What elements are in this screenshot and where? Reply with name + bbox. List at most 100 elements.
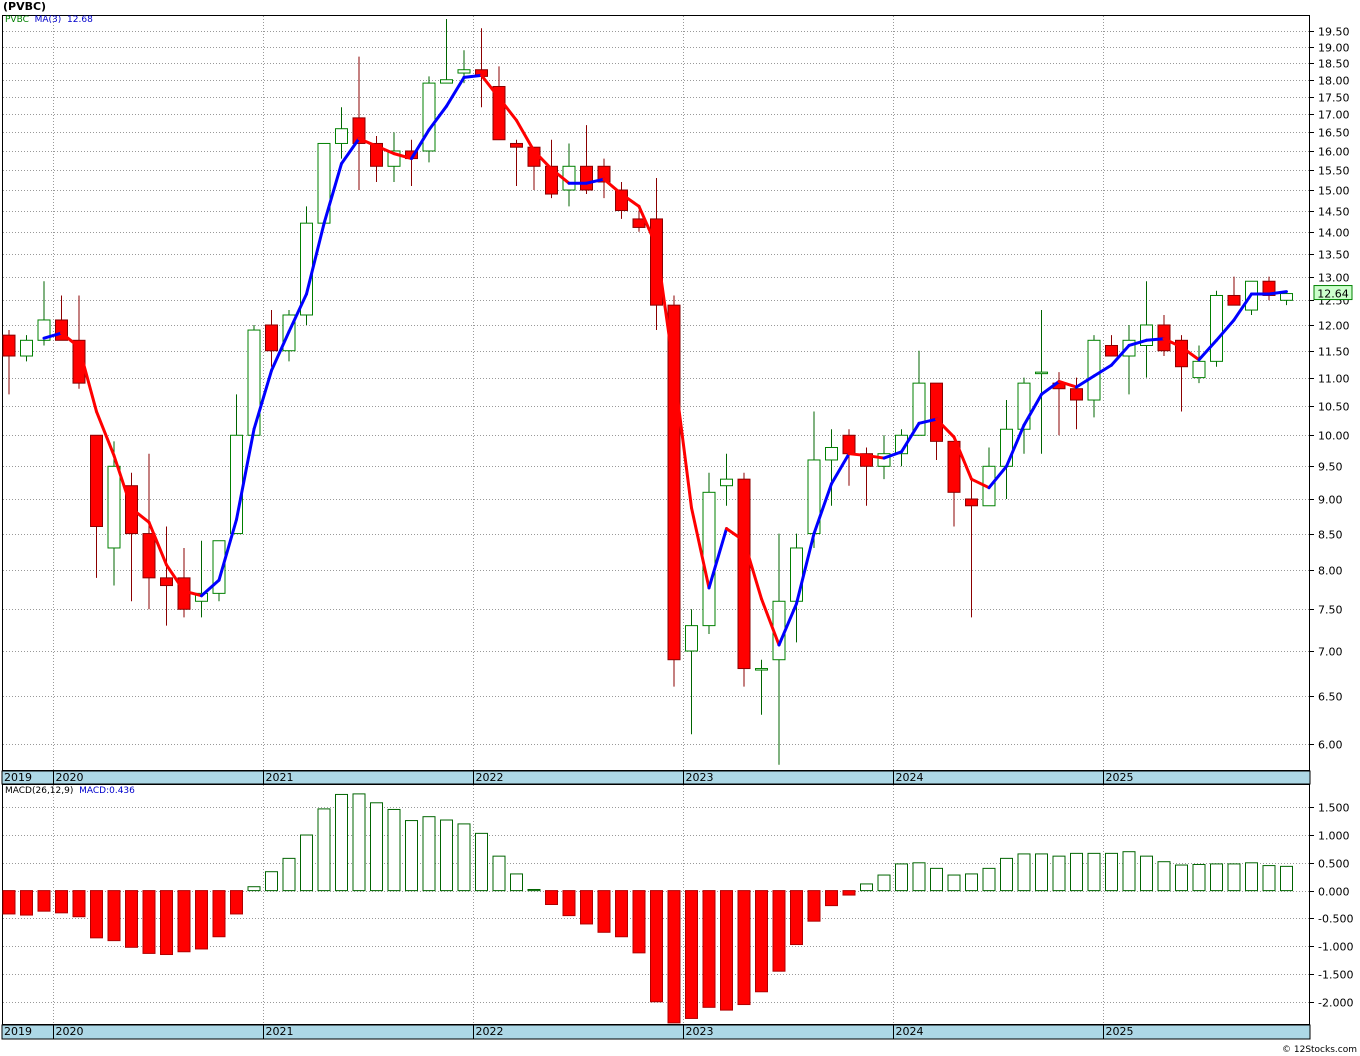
macd-value: MACD:0.436	[79, 786, 135, 796]
macd-bar	[125, 890, 138, 948]
candle	[300, 206, 313, 325]
price-tick-label: 17.00	[1318, 109, 1350, 122]
ma3-segment	[60, 331, 81, 349]
candle	[265, 310, 278, 367]
candle-body	[720, 478, 733, 487]
ma3-segment	[1232, 292, 1253, 322]
macd-bar	[37, 890, 51, 912]
ma3-segment	[462, 73, 483, 79]
macd-bar	[912, 862, 926, 892]
macd-year-label: 2021	[266, 1025, 294, 1038]
candle-body	[737, 478, 751, 670]
ma3-segment	[130, 506, 151, 524]
price-tick-label: 6.00	[1318, 739, 1343, 752]
candle-body	[580, 165, 593, 191]
ma3-segment	[882, 450, 903, 460]
macd-bar	[352, 793, 366, 892]
ma3-segment	[830, 452, 851, 486]
candle	[370, 136, 383, 183]
ma3-segment	[672, 369, 693, 510]
macd-year-label: 2019	[4, 1025, 32, 1038]
macd-tick-label: -1.000	[1318, 941, 1353, 954]
macd-bar	[755, 890, 768, 993]
candle	[510, 139, 523, 186]
ma3-segment	[1040, 379, 1061, 396]
macd-bar	[1122, 851, 1136, 892]
macd-y-axis: -2.000 -1.500 -1.000 -0.500 0.000 0.500 1.000 1…	[1309, 802, 1353, 1010]
ma-legend: MA(3)	[34, 15, 62, 25]
price-tick-label: 7.00	[1318, 646, 1343, 659]
macd-bar	[160, 890, 173, 956]
credit-text: © 12Stocks.com	[1282, 1045, 1357, 1055]
ma3-segment	[917, 417, 938, 425]
candle	[615, 182, 628, 219]
candle	[440, 19, 453, 84]
candle-body	[790, 547, 803, 602]
ma3-segment	[795, 532, 816, 606]
candle-body	[352, 117, 366, 144]
ma3-segment	[532, 149, 553, 171]
candle-body	[142, 533, 156, 579]
candle-body	[1087, 339, 1101, 401]
candle	[702, 472, 716, 634]
price-tick-label: 9.00	[1318, 494, 1343, 507]
last-price-tag: 12.64	[1313, 285, 1353, 301]
price-tick-label: 17.50	[1318, 92, 1350, 105]
ma3-segment	[480, 73, 501, 100]
ma3-segment	[410, 128, 431, 161]
price-gridlines	[3, 16, 1309, 770]
candle-body	[1210, 294, 1223, 362]
candle	[387, 132, 401, 183]
candle-body	[842, 434, 856, 455]
ma3-segment	[1267, 290, 1288, 296]
price-tick-label: 11.50	[1318, 346, 1350, 359]
candle-body	[335, 128, 348, 144]
macd-bar	[615, 890, 628, 938]
macd-x-axis: 2019 2020 2021 2022 2023 2024 2025	[4, 1025, 1134, 1039]
macd-bar	[807, 890, 821, 922]
candle	[405, 139, 418, 186]
macd-bar	[1157, 861, 1171, 892]
macd-bar	[405, 820, 418, 892]
ma3-segment	[1057, 379, 1078, 389]
macd-bar	[1140, 855, 1153, 892]
macd-bar	[1175, 864, 1188, 892]
macd-bar	[90, 890, 103, 939]
chart-title: (PVBC)	[3, 0, 47, 13]
candle-body	[72, 339, 86, 384]
macd-bar	[55, 890, 68, 914]
ma3-segment	[602, 177, 623, 196]
price-tick-label: 6.50	[1318, 691, 1343, 704]
candle-body	[212, 540, 226, 594]
macd-legend-label: MACD(26,12,9)	[5, 786, 74, 796]
candle-body	[90, 434, 103, 527]
candle-body	[1192, 360, 1206, 379]
candle-body	[1035, 371, 1048, 375]
macd-bar	[1052, 855, 1066, 892]
ma3-segment	[340, 137, 361, 166]
ma3-segment	[1092, 363, 1113, 378]
macd-bar	[107, 890, 121, 942]
macd-bar	[737, 890, 751, 1006]
candle	[2, 330, 16, 395]
price-tick-label: 8.00	[1318, 565, 1343, 578]
candle-body	[160, 577, 173, 587]
candle-body	[1280, 293, 1293, 301]
macd-bar	[895, 863, 908, 892]
macd-bar	[247, 886, 261, 892]
candle-body	[457, 69, 471, 74]
ma3-segment	[847, 452, 868, 458]
ma3-segment	[690, 506, 711, 590]
macd-bar	[1227, 863, 1241, 892]
macd-bar	[877, 874, 891, 892]
macd-bar	[545, 890, 558, 906]
ma3-segment	[987, 464, 1008, 490]
ma3-segment	[725, 527, 746, 543]
candle	[1157, 314, 1171, 357]
candle	[422, 76, 436, 163]
ma3-segment	[165, 563, 186, 593]
ma3-segment	[95, 410, 116, 458]
macd-year-label: 2024	[896, 1025, 924, 1038]
macd-bar	[1087, 852, 1101, 892]
